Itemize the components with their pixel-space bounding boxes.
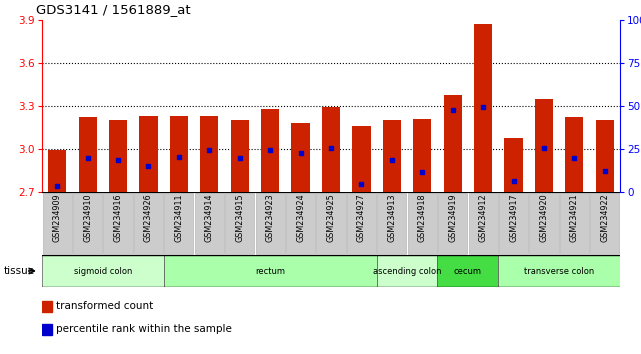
- Bar: [109, 120, 127, 192]
- Text: GSM234911: GSM234911: [174, 193, 183, 242]
- Bar: [78, 118, 97, 192]
- Bar: [595, 120, 614, 192]
- Text: GSM234910: GSM234910: [83, 193, 92, 242]
- Text: GSM234925: GSM234925: [326, 193, 335, 242]
- Bar: [261, 109, 279, 192]
- FancyBboxPatch shape: [103, 193, 133, 255]
- FancyBboxPatch shape: [408, 193, 437, 255]
- Bar: [139, 116, 158, 192]
- Text: GSM234918: GSM234918: [418, 193, 427, 242]
- FancyBboxPatch shape: [134, 193, 163, 255]
- FancyBboxPatch shape: [437, 255, 498, 287]
- Bar: [48, 150, 66, 192]
- Text: ascending colon: ascending colon: [373, 267, 441, 275]
- Text: GSM234923: GSM234923: [265, 193, 274, 242]
- Text: tissue: tissue: [3, 266, 35, 276]
- Text: transverse colon: transverse colon: [524, 267, 594, 275]
- FancyBboxPatch shape: [590, 193, 619, 255]
- FancyBboxPatch shape: [195, 193, 224, 255]
- Text: transformed count: transformed count: [56, 301, 153, 311]
- Bar: [474, 24, 492, 192]
- Bar: [231, 120, 249, 192]
- Bar: [170, 116, 188, 192]
- FancyBboxPatch shape: [469, 193, 497, 255]
- Text: GSM234924: GSM234924: [296, 193, 305, 242]
- FancyBboxPatch shape: [73, 193, 102, 255]
- Text: percentile rank within the sample: percentile rank within the sample: [56, 324, 232, 334]
- Bar: [42, 301, 52, 312]
- Text: cecum: cecum: [454, 267, 482, 275]
- Bar: [322, 107, 340, 192]
- Text: GDS3141 / 1561889_at: GDS3141 / 1561889_at: [36, 3, 190, 16]
- FancyBboxPatch shape: [560, 193, 589, 255]
- Bar: [413, 119, 431, 192]
- FancyBboxPatch shape: [378, 193, 406, 255]
- Text: GSM234916: GSM234916: [113, 193, 122, 242]
- Bar: [292, 123, 310, 192]
- Bar: [565, 118, 583, 192]
- Text: GSM234921: GSM234921: [570, 193, 579, 242]
- FancyBboxPatch shape: [347, 193, 376, 255]
- FancyBboxPatch shape: [286, 193, 315, 255]
- Text: GSM234926: GSM234926: [144, 193, 153, 242]
- FancyBboxPatch shape: [438, 193, 467, 255]
- Text: GSM234909: GSM234909: [53, 193, 62, 242]
- FancyBboxPatch shape: [498, 255, 620, 287]
- FancyBboxPatch shape: [42, 255, 163, 287]
- Bar: [383, 120, 401, 192]
- Text: GSM234915: GSM234915: [235, 193, 244, 242]
- Bar: [444, 95, 462, 192]
- Text: GSM234920: GSM234920: [540, 193, 549, 242]
- FancyBboxPatch shape: [256, 193, 285, 255]
- Text: GSM234917: GSM234917: [509, 193, 518, 242]
- FancyBboxPatch shape: [529, 193, 558, 255]
- Text: GSM234927: GSM234927: [357, 193, 366, 242]
- Text: rectum: rectum: [255, 267, 285, 275]
- FancyBboxPatch shape: [317, 193, 345, 255]
- Text: sigmoid colon: sigmoid colon: [74, 267, 132, 275]
- Text: GSM234914: GSM234914: [205, 193, 214, 242]
- FancyBboxPatch shape: [499, 193, 528, 255]
- Text: GSM234919: GSM234919: [448, 193, 457, 242]
- FancyBboxPatch shape: [377, 255, 437, 287]
- Bar: [535, 99, 553, 192]
- Bar: [504, 138, 522, 192]
- Text: GSM234913: GSM234913: [387, 193, 396, 242]
- FancyBboxPatch shape: [42, 193, 72, 255]
- FancyBboxPatch shape: [164, 193, 194, 255]
- Bar: [353, 126, 370, 192]
- Bar: [42, 324, 52, 335]
- Bar: [200, 116, 219, 192]
- FancyBboxPatch shape: [163, 255, 377, 287]
- Text: GSM234922: GSM234922: [600, 193, 610, 242]
- Text: GSM234912: GSM234912: [479, 193, 488, 242]
- FancyBboxPatch shape: [225, 193, 254, 255]
